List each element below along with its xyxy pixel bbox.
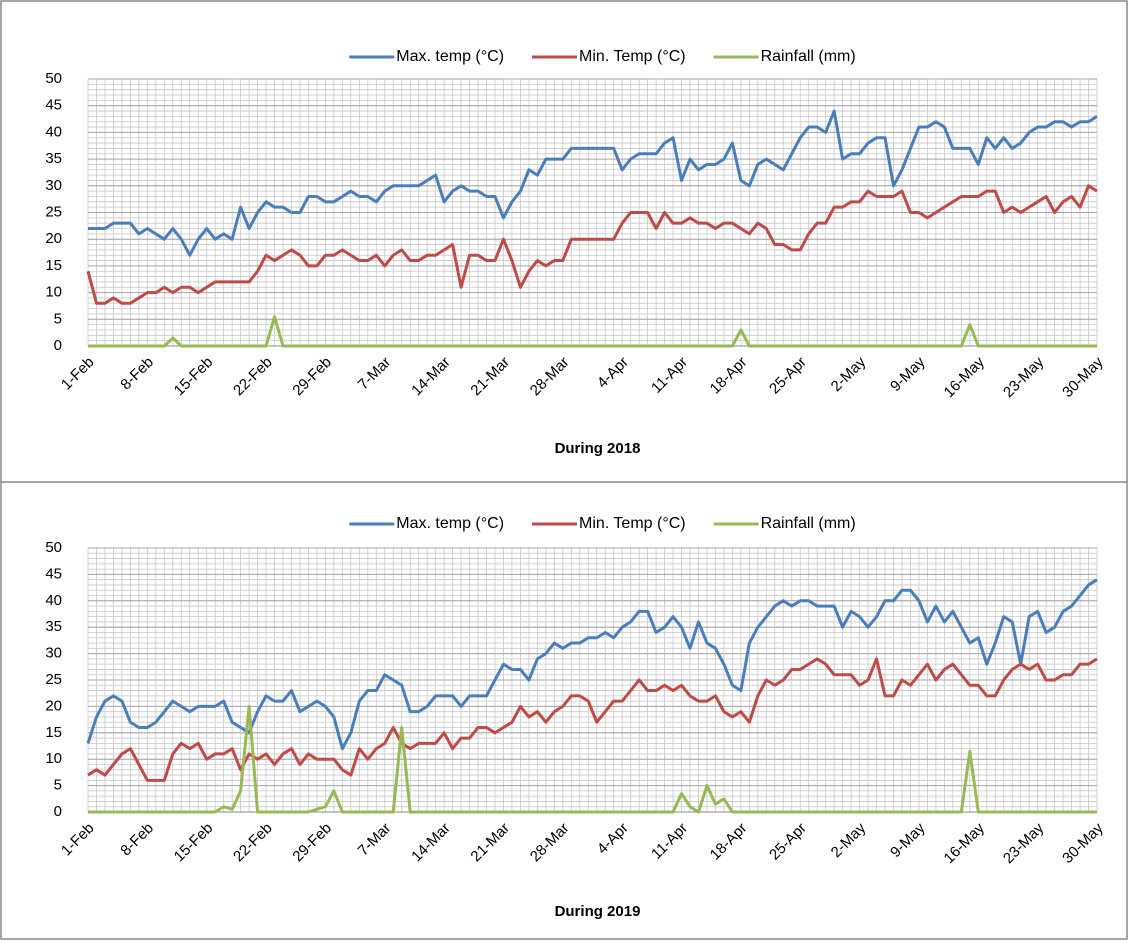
y-tick-label: 40 <box>45 123 62 140</box>
y-tick-label: 15 <box>45 724 62 741</box>
legend-label: Max. temp (°C) <box>396 515 504 532</box>
y-tick-label: 10 <box>45 284 62 301</box>
y-tick-label: 5 <box>54 777 62 794</box>
y-tick-label: 35 <box>45 150 62 167</box>
y-tick-label: 40 <box>45 592 62 609</box>
legend: Max. temp (°C) Min. Temp (°C) Rainfall (mm… <box>349 515 856 532</box>
series-line <box>86 578 1098 751</box>
y-tick-label: 35 <box>45 618 62 635</box>
legend-label: Min. Temp (°C) <box>579 48 686 65</box>
y-tick-label: 30 <box>45 177 62 194</box>
series-line <box>88 704 1097 814</box>
y-tick-label: 5 <box>54 310 62 327</box>
legend-label: Min. Temp (°C) <box>579 515 686 532</box>
y-tick-label: 25 <box>45 671 62 688</box>
y-tick-label: 20 <box>45 697 62 714</box>
legend-label: Max. temp (°C) <box>396 48 504 65</box>
x-axis-title: During 2018 <box>555 440 641 457</box>
series-line <box>86 184 1098 305</box>
y-tick-label: 45 <box>45 97 62 114</box>
legend: Max. temp (°C) Min. Temp (°C) Rainfall (mm… <box>349 48 856 65</box>
series-line <box>88 315 1097 348</box>
y-tick-label: 15 <box>45 257 62 274</box>
y-tick-label: 10 <box>45 750 62 767</box>
y-tick-label: 45 <box>45 565 62 582</box>
legend-label: Rainfall (mm) <box>761 515 856 532</box>
y-tick-label: 50 <box>45 70 62 87</box>
y-tick-label: 25 <box>45 203 62 220</box>
series-line <box>87 657 1098 782</box>
y-tick-label: 30 <box>45 645 62 662</box>
legend-label: Rainfall (mm) <box>761 48 856 65</box>
y-tick-label: 50 <box>45 539 62 556</box>
series-line <box>88 109 1098 257</box>
y-tick-label: 0 <box>54 803 62 820</box>
y-tick-label: 0 <box>54 337 62 354</box>
x-axis-title: During 2019 <box>555 903 641 920</box>
y-tick-label: 20 <box>45 230 62 247</box>
